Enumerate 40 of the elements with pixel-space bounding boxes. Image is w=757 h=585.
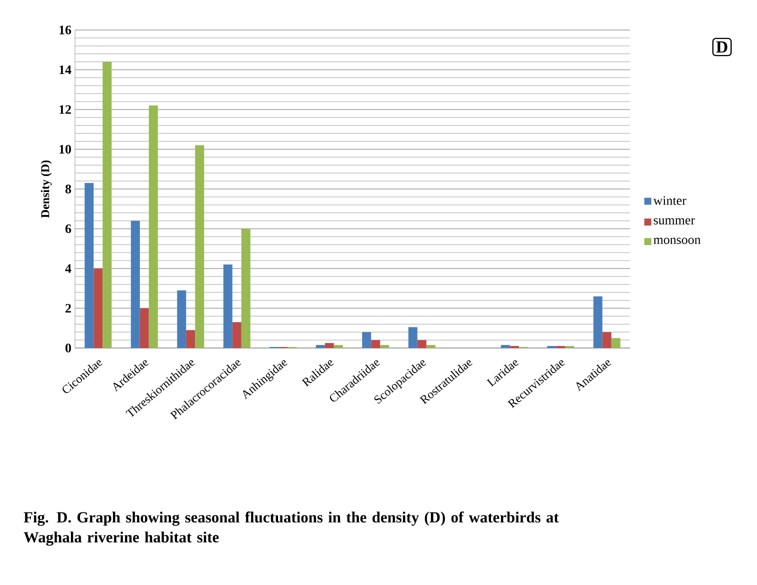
y-axis-title: Density (D)	[40, 160, 52, 218]
bar	[324, 343, 334, 348]
bar	[102, 62, 112, 348]
bar	[84, 183, 94, 348]
bar	[316, 345, 325, 348]
bar	[371, 340, 380, 348]
bar	[223, 264, 232, 348]
y-tick-label: 4	[65, 264, 72, 273]
legend-label: winter	[653, 196, 686, 205]
bar	[140, 308, 149, 348]
bar	[602, 332, 612, 348]
y-tick-label: 14	[60, 65, 72, 74]
text: D	[716, 41, 728, 53]
text: Fig. D. Graph showing seasonal fluctuations in the density (D) of waterbirds at Waghala riverine habitat site	[24, 512, 559, 546]
bar	[186, 330, 196, 348]
bar	[380, 345, 390, 348]
y-tick-label: 12	[60, 105, 71, 114]
bar	[232, 322, 242, 348]
y-tick-label: 8	[65, 184, 72, 194]
bar	[94, 268, 103, 348]
bar	[362, 332, 372, 348]
legend-label: summer	[654, 218, 695, 224]
bar	[148, 106, 158, 348]
bar	[334, 345, 343, 348]
bar	[195, 145, 204, 348]
y-tick-label: 0	[66, 344, 71, 352]
y-tick-label: 2	[66, 304, 71, 313]
legend-label: monsoon	[654, 238, 701, 244]
bar	[417, 340, 426, 348]
y-tick-label: 10	[60, 144, 71, 154]
bar	[611, 338, 620, 348]
bar	[408, 327, 418, 348]
y-tick-label: 6	[65, 224, 72, 234]
bar	[500, 345, 510, 348]
bar	[130, 220, 140, 348]
bar	[241, 228, 250, 348]
y-tick-label: 16	[60, 26, 72, 34]
bar	[177, 290, 186, 348]
bar	[426, 345, 436, 348]
bar	[593, 296, 602, 348]
